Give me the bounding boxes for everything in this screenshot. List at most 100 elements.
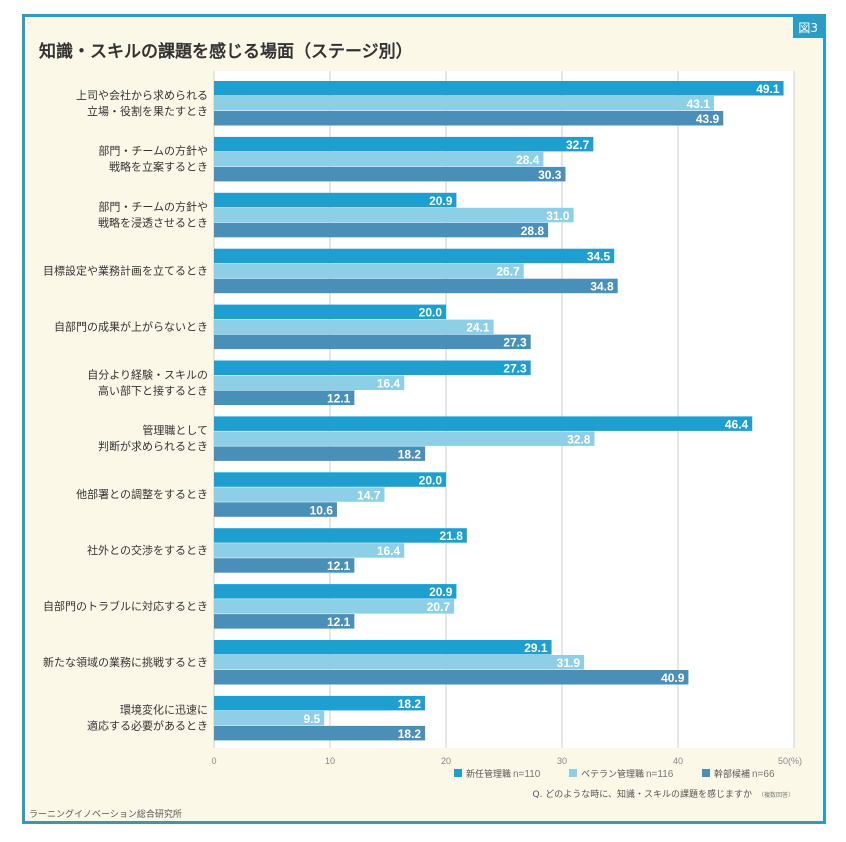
figure-label: 図3: [793, 17, 823, 38]
data-label: 24.1: [466, 321, 490, 335]
data-label: 10.6: [310, 503, 334, 517]
bar: [214, 207, 574, 223]
bar: [214, 472, 446, 487]
bar: [214, 111, 724, 126]
bar: [214, 640, 552, 655]
bar: [214, 375, 405, 390]
bar: [214, 151, 544, 167]
category-label: 社外との交渉をするとき: [87, 543, 208, 557]
legend-swatch: [702, 769, 710, 777]
data-label: 20.9: [429, 585, 453, 599]
data-label: 18.2: [398, 697, 422, 711]
data-label: 27.3: [503, 336, 527, 350]
data-label: 29.1: [524, 641, 548, 655]
legend-label: ベテラン管理職: [581, 768, 644, 780]
data-label: 16.4: [377, 544, 401, 558]
plot-area: [214, 71, 794, 748]
bar: [214, 192, 457, 208]
bar: [214, 695, 426, 711]
legend-n: n=66: [752, 769, 775, 780]
category-label: 管理職として: [142, 423, 208, 437]
data-label: 20.9: [429, 194, 453, 208]
legend-n: n=110: [513, 769, 541, 780]
category-label: 部門・チームの方針や: [98, 144, 208, 158]
bar: [214, 584, 457, 599]
data-label: 9.5: [304, 712, 321, 726]
legend-label: 新任管理職: [466, 768, 511, 780]
data-label: 40.9: [661, 671, 685, 685]
data-label: 32.7: [566, 138, 590, 152]
x-tick-label: 50(%): [778, 756, 802, 766]
bar: [214, 431, 595, 446]
bar: [214, 655, 585, 670]
bar: [214, 278, 618, 294]
data-label: 49.1: [756, 82, 780, 96]
source-credit: ラーニングイノベーション総合研究所: [29, 810, 182, 820]
data-label: 12.1: [327, 392, 351, 406]
data-label: 12.1: [327, 615, 351, 629]
category-label: 自部門の成果が上がらないとき: [54, 319, 208, 333]
bar: [214, 319, 494, 335]
x-tick-label: 20: [441, 756, 451, 766]
category-label: 戦略を浸透させるとき: [98, 216, 208, 230]
bar: [214, 543, 405, 558]
data-label: 28.4: [516, 153, 540, 167]
data-label: 30.3: [538, 168, 562, 182]
data-label: 34.8: [590, 280, 614, 294]
data-label: 31.9: [557, 656, 581, 670]
x-tick-label: 10: [325, 756, 335, 766]
x-tick-label: 40: [673, 756, 683, 766]
bar: [214, 670, 689, 685]
data-label: 27.3: [503, 362, 527, 376]
category-label: 高い部下と接するとき: [98, 383, 208, 397]
question-note: Q. どのような時に、知識・スキルの課題を感じますか: [532, 788, 752, 800]
category-label: 目標設定や業務計画を立てるとき: [43, 263, 208, 277]
bar: [214, 136, 594, 152]
data-label: 20.0: [419, 473, 443, 487]
legend-n: n=116: [646, 769, 674, 780]
bar: [214, 166, 566, 182]
bar: [214, 96, 714, 111]
category-label: 他部署との調整をするとき: [76, 487, 208, 501]
question-note-multiple: （複数回答）: [758, 791, 794, 799]
data-label: 14.7: [357, 488, 381, 502]
data-label: 21.8: [440, 529, 464, 543]
data-label: 28.8: [521, 224, 545, 238]
bar: [214, 446, 426, 461]
data-label: 43.1: [687, 97, 711, 111]
x-tick-label: 30: [557, 756, 567, 766]
bar: [214, 416, 753, 431]
data-label: 43.9: [696, 112, 720, 126]
data-label: 31.0: [546, 209, 570, 223]
category-label: 環境変化に迅速に: [120, 703, 208, 717]
category-label: 立場・役割を果たすとき: [87, 104, 208, 118]
category-label: 自分より経験・スキルの: [87, 367, 208, 381]
bar: [214, 710, 325, 726]
category-label: 戦略を立案するとき: [109, 160, 208, 174]
category-label: 新たな領域の業務に挑戦するとき: [43, 655, 208, 669]
chart-title: 知識・スキルの課題を感じる場面（ステージ別）: [39, 42, 413, 62]
category-label: 部門・チームの方針や: [98, 200, 208, 214]
x-tick-label: 0: [211, 756, 216, 766]
legend-label: 幹部候補: [714, 768, 750, 780]
bar: [214, 263, 524, 279]
bar: [214, 558, 355, 573]
data-label: 12.1: [327, 559, 351, 573]
data-label: 46.4: [725, 417, 749, 431]
data-label: 16.4: [377, 377, 401, 391]
data-label: 18.2: [398, 727, 422, 741]
bar: [214, 304, 446, 320]
bar: [214, 360, 531, 375]
bar: [214, 222, 549, 238]
legend-swatch: [454, 769, 462, 777]
category-label: 上司や会社から求められる: [76, 88, 208, 102]
bar: [214, 502, 337, 517]
category-label: 自部門のトラブルに対応するとき: [43, 599, 208, 613]
bar: [214, 528, 467, 543]
data-label: 32.8: [567, 432, 591, 446]
data-label: 20.0: [419, 306, 443, 320]
category-label: 判断が求められるとき: [98, 439, 208, 453]
bar: [214, 81, 784, 96]
bar: [214, 614, 355, 629]
bar: [214, 334, 531, 350]
